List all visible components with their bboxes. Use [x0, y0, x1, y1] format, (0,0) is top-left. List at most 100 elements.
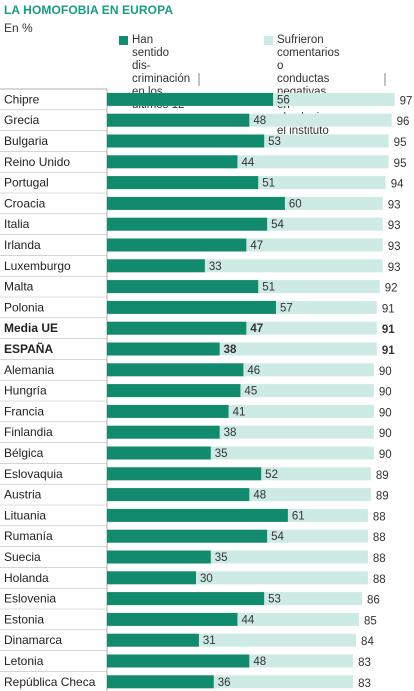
bar-discriminacion-austria: [107, 488, 250, 502]
value-label-discriminacion-holanda: 30: [200, 573, 213, 585]
value-label-discriminacion-b-lgica: 35: [215, 448, 228, 460]
category-label-austria: Austria: [4, 488, 42, 502]
category-label-espa-a: ESPAÑA: [4, 341, 53, 356]
value-label-comentarios-italia: 93: [388, 220, 401, 232]
category-label-croacia: Croacia: [4, 196, 46, 210]
value-label-discriminacion-irlanda: 47: [250, 240, 263, 252]
category-label-francia: Francia: [4, 404, 44, 418]
chart-title: LA HOMOFOBIA EN EUROPA: [4, 3, 174, 17]
value-label-discriminacion-grecia: 48: [253, 115, 266, 127]
bar-discriminacion-portugal: [107, 176, 259, 190]
value-label-comentarios-holanda: 88: [373, 574, 386, 586]
value-label-comentarios-hungr-a: 90: [379, 387, 392, 399]
legend-swatch-light: [264, 36, 273, 45]
category-label-lituania: Lituania: [4, 508, 46, 522]
value-label-discriminacion-chipre: 56: [277, 94, 290, 106]
value-label-comentarios-media-ue: 91: [382, 324, 395, 336]
bar-discriminacion-estonia: [107, 612, 238, 626]
bar-discriminacion-holanda: [107, 571, 196, 585]
bar-discriminacion-croacia: [107, 196, 285, 210]
category-label-holanda: Holanda: [4, 571, 49, 585]
value-label-discriminacion-media-ue: 47: [250, 323, 263, 335]
category-label-reino-unido: Reino Unido: [4, 155, 70, 169]
value-label-discriminacion-lituania: 61: [292, 510, 305, 522]
value-label-comentarios-rep-blica-checa: 83: [358, 678, 371, 690]
value-label-discriminacion-estonia: 44: [241, 614, 254, 626]
category-label-finlandia: Finlandia: [4, 425, 53, 439]
value-label-discriminacion-francia: 41: [233, 406, 246, 418]
bar-discriminacion-chipre: [107, 92, 274, 106]
value-label-discriminacion-croacia: 60: [289, 198, 302, 210]
category-label-dinamarca: Dinamarca: [4, 633, 62, 647]
bar-discriminacion-espa-a: [107, 342, 220, 356]
value-label-comentarios-malta: 92: [385, 283, 398, 295]
value-label-comentarios-croacia: 93: [388, 199, 401, 211]
chart-subtitle: En %: [4, 21, 33, 35]
category-label-suecia: Suecia: [4, 550, 41, 564]
value-label-discriminacion-bulgaria: 53: [268, 136, 281, 148]
value-label-comentarios-irlanda: 93: [388, 241, 401, 253]
category-label-chipre: Chipre: [4, 92, 40, 106]
value-label-comentarios-grecia: 96: [397, 116, 410, 128]
value-label-discriminacion-eslovenia: 53: [268, 594, 281, 606]
bar-discriminacion-italia: [107, 217, 268, 231]
category-label-portugal: Portugal: [4, 176, 49, 190]
bar-discriminacion-irlanda: [107, 238, 247, 252]
value-label-comentarios-bulgaria: 95: [394, 137, 407, 149]
value-label-discriminacion-dinamarca: 31: [203, 635, 216, 647]
bar-discriminacion-grecia: [107, 113, 250, 127]
bar-discriminacion-lituania: [107, 508, 288, 522]
value-label-discriminacion-eslovaquia: 52: [265, 469, 278, 481]
bar-discriminacion-malta: [107, 280, 259, 294]
value-label-comentarios-polonia: 91: [382, 303, 395, 315]
value-label-comentarios-reino-unido: 95: [394, 158, 407, 170]
category-label-eslovenia: Eslovenia: [4, 592, 56, 606]
value-label-comentarios-finlandia: 90: [379, 428, 392, 440]
bar-discriminacion-ruman-a: [107, 529, 268, 543]
value-label-discriminacion-polonia: 57: [280, 302, 293, 314]
category-label-irlanda: Irlanda: [4, 238, 41, 252]
value-label-comentarios-dinamarca: 84: [361, 636, 374, 648]
value-label-discriminacion-ruman-a: 54: [271, 531, 284, 543]
bar-discriminacion-polonia: [107, 300, 277, 314]
value-label-comentarios-espa-a: 91: [382, 345, 395, 357]
value-label-discriminacion-malta: 51: [262, 282, 275, 294]
value-label-discriminacion-alemania: 46: [247, 365, 260, 377]
category-label-estonia: Estonia: [4, 612, 44, 626]
value-label-comentarios-portugal: 94: [391, 179, 404, 191]
category-label-alemania: Alemania: [4, 363, 54, 377]
category-label-rep-blica-checa: República Checa: [4, 675, 96, 689]
value-label-discriminacion-hungr-a: 45: [244, 386, 257, 398]
category-label-eslovaquia: Eslovaquia: [4, 467, 63, 481]
bar-discriminacion-francia: [107, 404, 229, 418]
value-label-discriminacion-portugal: 51: [262, 178, 275, 190]
value-label-comentarios-eslovaquia: 89: [376, 470, 389, 482]
bar-discriminacion-finlandia: [107, 425, 220, 439]
value-label-comentarios-suecia: 88: [373, 553, 386, 565]
value-label-discriminacion-italia: 54: [271, 219, 284, 231]
value-label-comentarios-b-lgica: 90: [379, 449, 392, 461]
value-label-discriminacion-luxemburgo: 33: [209, 261, 222, 273]
bar-discriminacion-letonia: [107, 654, 250, 668]
value-label-comentarios-estonia: 85: [364, 615, 377, 627]
category-label-hungr-a: Hungría: [4, 384, 47, 398]
legend-swatch-dark: [119, 36, 128, 45]
value-label-discriminacion-suecia: 35: [215, 552, 228, 564]
bar-discriminacion-reino-unido: [107, 155, 238, 169]
value-label-comentarios-eslovenia: 86: [367, 595, 380, 607]
value-label-comentarios-francia: 90: [379, 407, 392, 419]
bar-discriminacion-media-ue: [107, 321, 247, 335]
bar-discriminacion-suecia: [107, 550, 211, 564]
bar-discriminacion-luxemburgo: [107, 259, 205, 273]
category-label-polonia: Polonia: [4, 300, 44, 314]
bar-discriminacion-eslovaquia: [107, 467, 262, 481]
bar-discriminacion-b-lgica: [107, 446, 211, 460]
category-label-malta: Malta: [4, 280, 34, 294]
value-label-comentarios-luxemburgo: 93: [388, 262, 401, 274]
value-label-discriminacion-austria: 48: [253, 490, 266, 502]
value-label-comentarios-chipre: 97: [400, 95, 413, 107]
bar-discriminacion-hungr-a: [107, 384, 241, 398]
value-label-comentarios-ruman-a: 88: [373, 532, 386, 544]
bar-discriminacion-eslovenia: [107, 592, 265, 606]
category-label-grecia: Grecia: [4, 113, 40, 127]
